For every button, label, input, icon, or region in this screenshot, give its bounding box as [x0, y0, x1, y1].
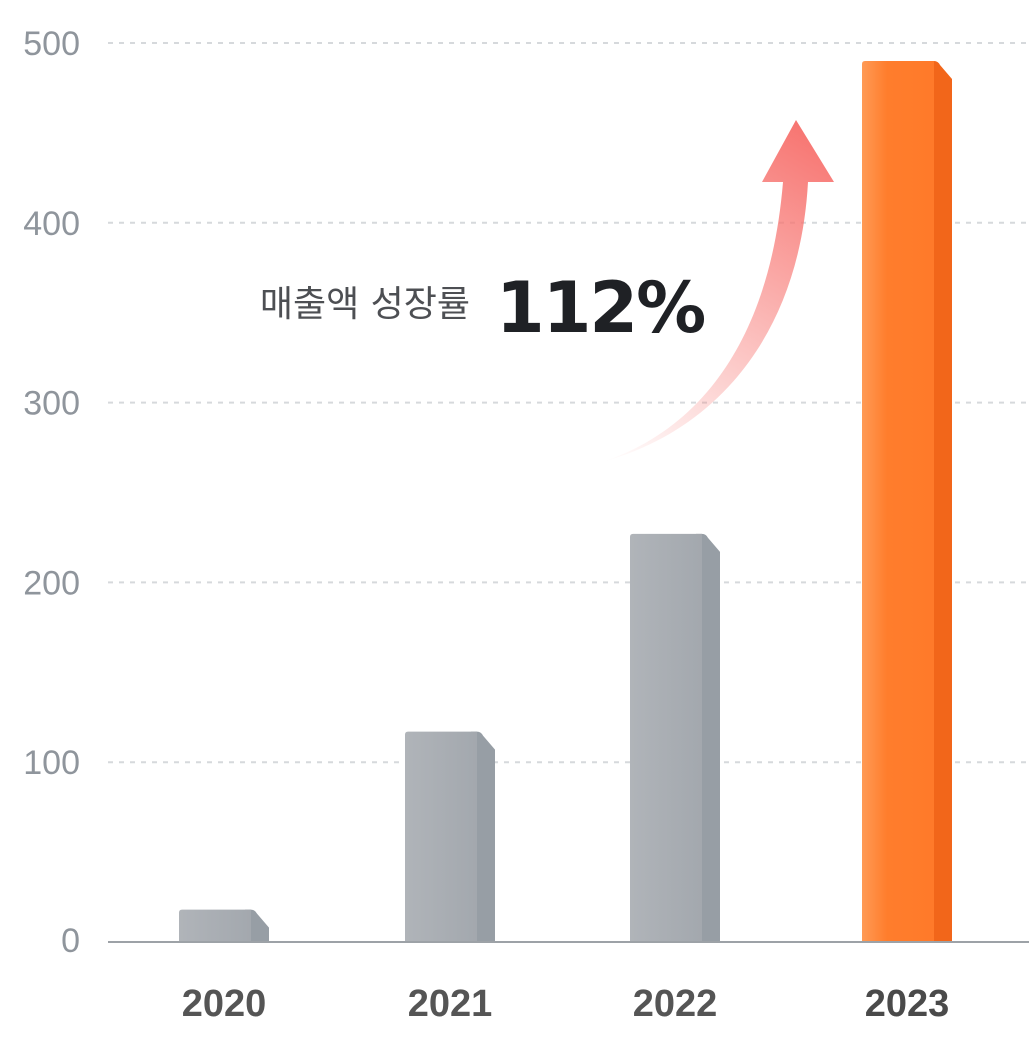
bar-2020 [179, 909, 269, 942]
y-tick-label: 500 [23, 25, 80, 63]
x-tick-label: 2020 [182, 983, 267, 1025]
x-tick-label: 2021 [408, 983, 493, 1025]
bar-2022 [630, 533, 720, 942]
y-tick-label: 200 [23, 564, 80, 602]
y-tick-label: 0 [61, 922, 80, 960]
annotation-value: 112% [496, 267, 704, 349]
x-tick-label: 2022 [633, 983, 718, 1025]
y-tick-label: 100 [23, 744, 80, 782]
bar-2023 [862, 60, 952, 943]
bar-2021 [405, 731, 495, 942]
bar-front [179, 909, 251, 942]
x-tick-label: 2023 [865, 983, 950, 1025]
y-tick-label: 400 [23, 205, 80, 243]
bars [179, 60, 952, 943]
bar-front [405, 731, 477, 942]
bar-front [862, 60, 934, 943]
growth-annotation: 매출액 성장률 112% [260, 120, 834, 462]
x-axis-ticks: 2020 2021 2022 2023 [182, 983, 950, 1025]
growth-arrow-icon [602, 120, 834, 462]
y-tick-label: 300 [23, 385, 80, 423]
y-axis-ticks: 0 100 200 300 400 500 [23, 25, 80, 960]
bar-front [630, 533, 702, 942]
annotation-label: 매출액 성장률 [260, 284, 470, 325]
